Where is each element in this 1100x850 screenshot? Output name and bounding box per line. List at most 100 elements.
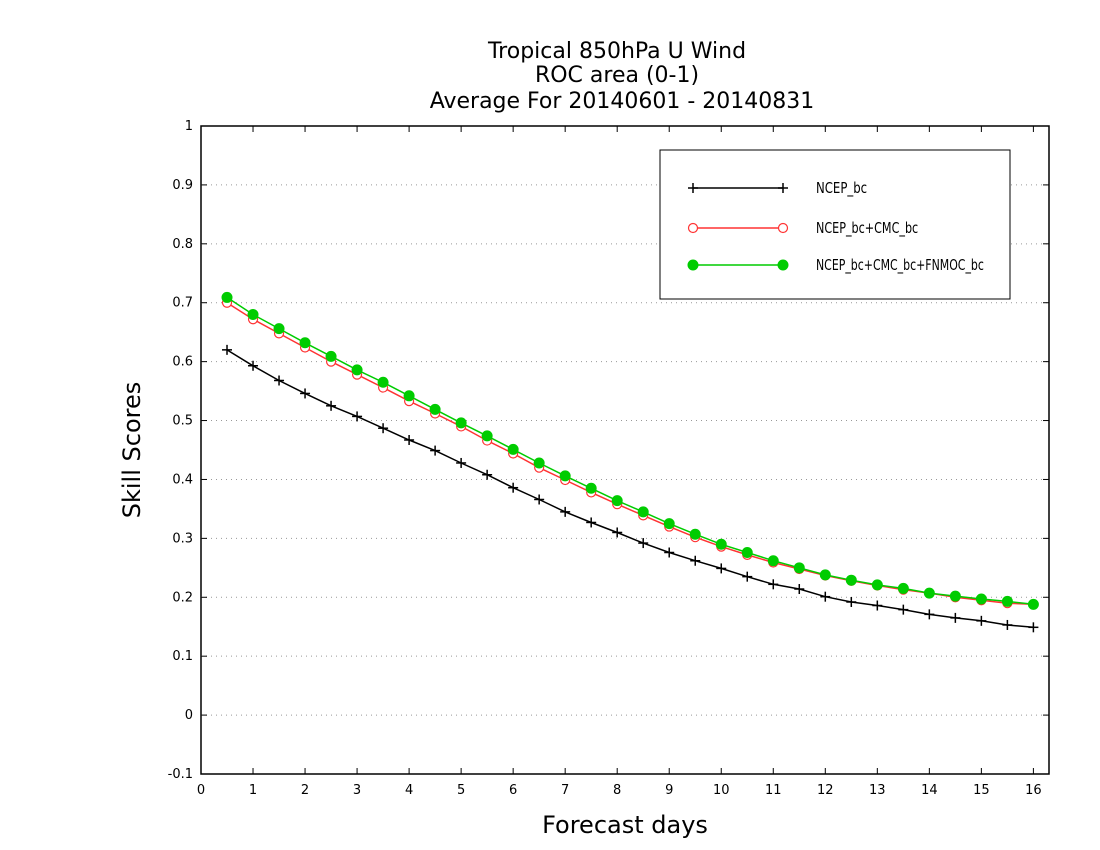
data-point xyxy=(274,375,285,386)
data-point xyxy=(715,538,727,550)
data-point xyxy=(975,593,987,605)
legend-marker xyxy=(777,222,789,234)
data-point xyxy=(248,360,259,371)
x-tick-label: 8 xyxy=(613,783,621,798)
data-point xyxy=(222,344,233,355)
y-tick-label: 0.9 xyxy=(172,178,193,193)
y-tick-label: 0.8 xyxy=(172,237,193,252)
y-axis-ticks: -0.1 0 0.1 0.2 0.3 0.4 0.5 0.6 0.7 0.8 0.9 1 xyxy=(168,119,1049,782)
legend-item: NCEP_bc+CMC_bc xyxy=(687,219,918,238)
data-point xyxy=(690,555,701,566)
title-line-3: Average For 20140601 - 20140831 xyxy=(430,89,815,114)
series-2 xyxy=(221,297,1039,610)
legend-item: NCEP_bc+CMC_bc+FNMOC_bc xyxy=(687,256,984,275)
data-point xyxy=(637,506,649,518)
data-point xyxy=(924,609,935,620)
data-point xyxy=(872,600,883,611)
data-point xyxy=(1002,619,1013,630)
data-point xyxy=(923,587,935,599)
data-point xyxy=(378,423,389,434)
data-point xyxy=(871,579,883,591)
y-tick-label: 1 xyxy=(185,119,193,134)
y-tick-label: 0.1 xyxy=(172,649,193,664)
legend-items: NCEP_bc NCEP_bc+CMC_bc NCEP_bc+CMC_bc+FNMO… xyxy=(687,179,984,275)
x-tick-label: 7 xyxy=(561,783,569,798)
data-point xyxy=(612,527,623,538)
data-point xyxy=(689,528,701,540)
data-point xyxy=(508,482,519,493)
data-point xyxy=(482,469,493,480)
series-line xyxy=(226,349,1034,629)
data-point xyxy=(1028,622,1039,633)
x-tick-label: 5 xyxy=(457,783,465,798)
legend-label: NCEP_bc+CMC_bc xyxy=(816,219,918,238)
legend-label: NCEP_bc xyxy=(816,179,867,198)
legend-marker xyxy=(778,183,788,193)
x-axis-label: Forecast days xyxy=(542,811,708,839)
data-point xyxy=(664,547,675,558)
series-layer xyxy=(221,291,1039,633)
data-point xyxy=(949,590,961,602)
y-tick-label: 0.7 xyxy=(172,296,193,311)
data-point xyxy=(741,547,753,559)
y-axis-label: Skill Scores xyxy=(118,382,146,519)
data-point xyxy=(897,582,909,594)
data-point xyxy=(325,350,337,362)
y-tick-label: 0.5 xyxy=(172,414,193,429)
x-tick-label: 10 xyxy=(713,783,730,798)
x-axis-ticks: 0 1 2 3 4 5 6 7 8 9 10 11 12 13 14 15 16 xyxy=(197,126,1042,798)
series-line xyxy=(226,302,1034,606)
data-point xyxy=(455,417,467,429)
data-point xyxy=(560,506,571,517)
data-point xyxy=(351,364,363,376)
data-point xyxy=(742,571,753,582)
y-tick-label: -0.1 xyxy=(168,767,193,782)
data-point xyxy=(820,591,831,602)
x-tick-label: 4 xyxy=(405,783,413,798)
data-point xyxy=(377,376,389,388)
x-tick-label: 0 xyxy=(197,783,205,798)
y-tick-label: 0.6 xyxy=(172,355,193,370)
data-point xyxy=(585,482,597,494)
data-point xyxy=(611,495,623,507)
data-point xyxy=(1027,598,1039,610)
data-point xyxy=(273,323,285,335)
legend-label: NCEP_bc+CMC_bc+FNMOC_bc xyxy=(816,256,984,275)
data-point xyxy=(299,337,311,349)
data-point xyxy=(794,584,805,595)
data-point xyxy=(638,538,649,549)
data-point xyxy=(404,434,415,445)
title-line-2: ROC area (0-1) xyxy=(535,63,699,88)
legend-marker xyxy=(687,222,699,234)
x-tick-label: 3 xyxy=(353,783,361,798)
x-tick-label: 9 xyxy=(665,783,673,798)
data-point xyxy=(559,470,571,482)
data-point xyxy=(976,615,987,626)
data-point xyxy=(533,457,545,469)
x-tick-label: 15 xyxy=(973,783,990,798)
x-tick-label: 11 xyxy=(765,783,782,798)
title-line-1: Tropical 850hPa U Wind xyxy=(487,39,746,64)
data-point xyxy=(1001,595,1013,607)
y-tick-label: 0 xyxy=(185,708,193,723)
data-point xyxy=(403,390,415,402)
series-line xyxy=(226,296,1034,606)
data-point xyxy=(846,596,857,607)
data-point xyxy=(898,604,909,615)
legend-marker xyxy=(777,259,789,271)
data-point xyxy=(456,457,467,468)
y-tick-label: 0.2 xyxy=(172,590,193,605)
x-tick-label: 6 xyxy=(509,783,517,798)
data-point xyxy=(247,309,259,321)
x-tick-label: 1 xyxy=(249,783,257,798)
data-point xyxy=(768,579,779,590)
data-point xyxy=(507,443,519,455)
x-tick-label: 2 xyxy=(301,783,309,798)
chart-title: Tropical 850hPa U Wind ROC area (0-1) Av… xyxy=(430,39,815,114)
legend: NCEP_bc NCEP_bc+CMC_bc NCEP_bc+CMC_bc+FNMO… xyxy=(659,149,1011,300)
series-3 xyxy=(221,291,1039,610)
x-tick-label: 16 xyxy=(1025,783,1042,798)
data-point xyxy=(221,291,233,303)
data-point xyxy=(534,494,545,505)
data-point xyxy=(326,400,337,411)
